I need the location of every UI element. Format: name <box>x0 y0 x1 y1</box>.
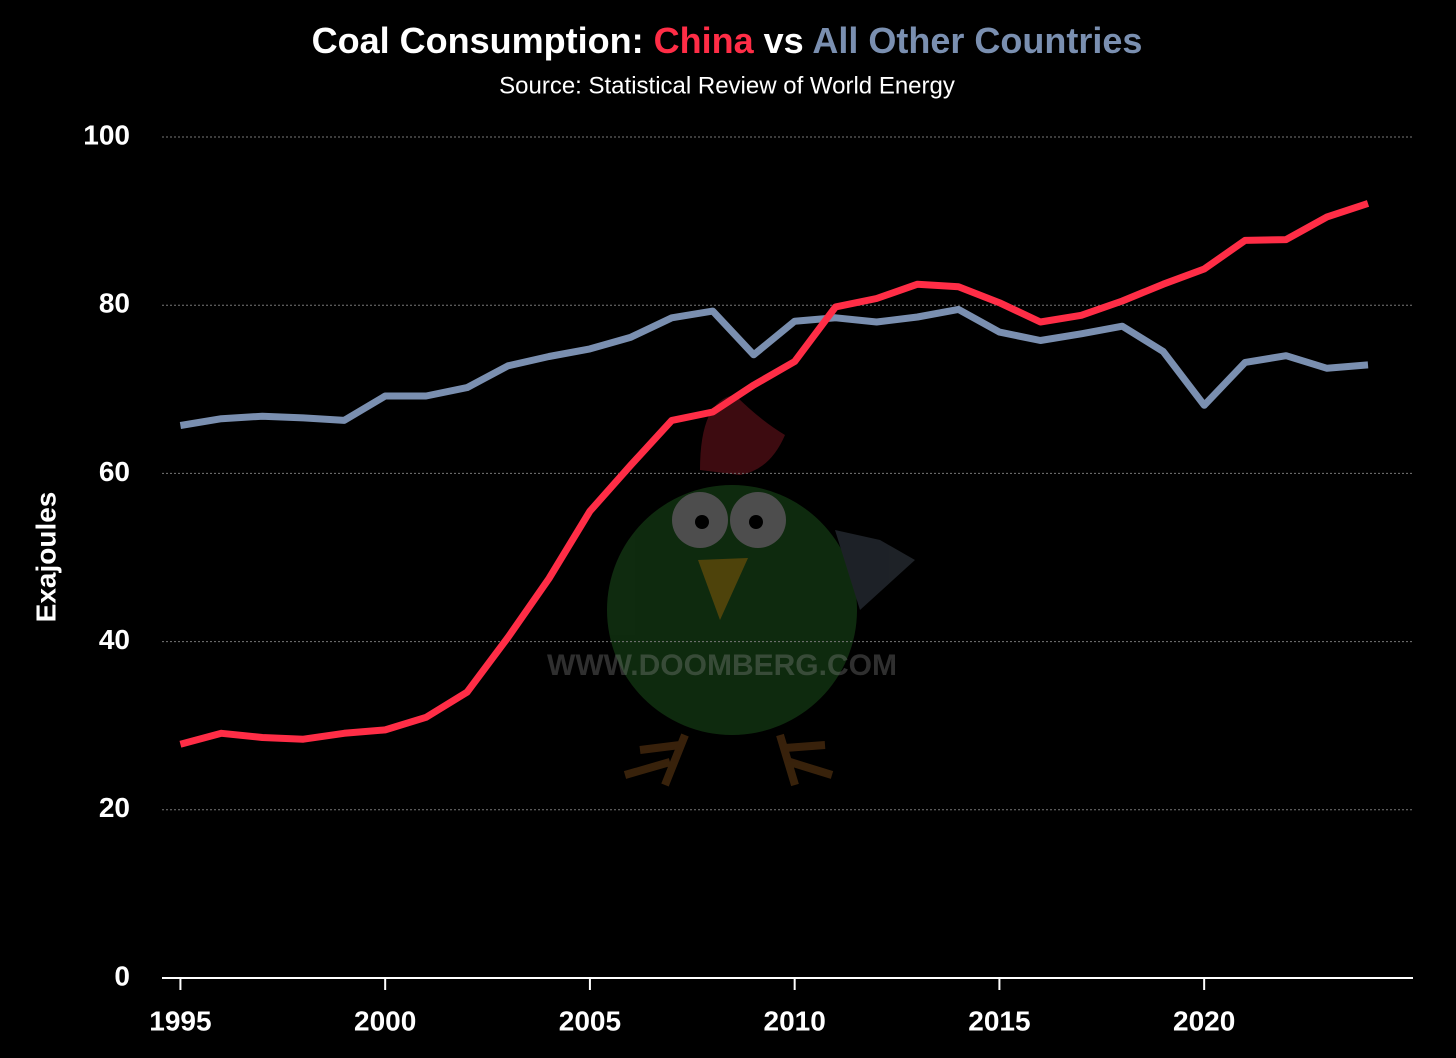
y-tick-label: 100 <box>83 119 130 150</box>
title-series: China <box>654 20 755 61</box>
x-tick-label: 2005 <box>559 1005 621 1036</box>
x-tick-label: 1995 <box>149 1005 211 1036</box>
mascot <box>607 395 915 787</box>
series-line <box>179 305 1369 429</box>
series-line <box>179 200 1370 748</box>
title-part: vs <box>764 20 804 61</box>
watermark: WWW.DOOMBERG.COM <box>547 649 897 682</box>
x-tick-label: 2020 <box>1173 1005 1235 1036</box>
x-tick-label: 2000 <box>354 1005 416 1036</box>
y-tick-label: 60 <box>99 456 130 487</box>
y-tick-label: 80 <box>99 288 130 319</box>
title-series: All Other Countries <box>812 20 1142 61</box>
chart-title: Coal Consumption: China vs All Other Cou… <box>312 20 1143 61</box>
y-tick-label: 20 <box>99 792 130 823</box>
y-tick-label: 40 <box>99 624 130 655</box>
y-axis-label: Exajoules <box>30 492 61 623</box>
chart-subtitle: Source: Statistical Review of World Ener… <box>499 72 955 99</box>
x-tick-label: 2015 <box>968 1005 1030 1036</box>
y-tick-label: 0 <box>114 960 130 991</box>
title-part: Coal Consumption: <box>312 20 644 61</box>
x-tick-label: 2010 <box>764 1005 826 1036</box>
